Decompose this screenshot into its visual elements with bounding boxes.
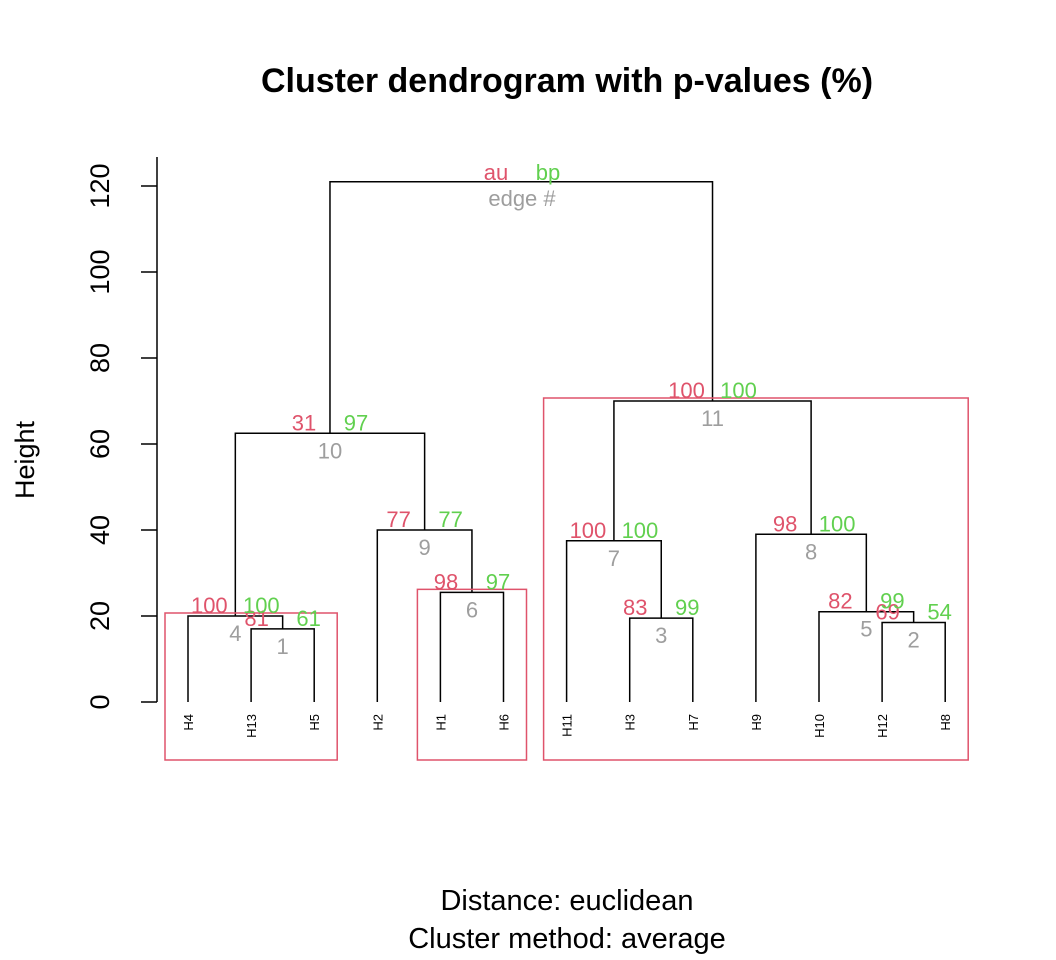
au-value-11: 100 — [668, 378, 705, 403]
leaf-label-H7: H7 — [686, 714, 701, 731]
subtitle-distance: Distance: euclidean — [440, 885, 693, 917]
au-value-5: 82 — [828, 589, 852, 614]
y-tick-label: 100 — [85, 249, 115, 294]
dendrogram-branch-12 — [329, 180, 714, 434]
edge-number-5: 5 — [860, 617, 872, 642]
y-axis: 0 20 40 60 80 100 120 — [85, 157, 158, 710]
y-tick-label: 80 — [85, 343, 115, 373]
chart-title: Cluster dendrogram with p-values (%) — [261, 62, 873, 100]
y-tick-label: 120 — [85, 163, 115, 208]
y-axis-label: Height — [10, 420, 40, 499]
cluster-rect — [542, 397, 969, 761]
edge-number-9: 9 — [419, 535, 431, 560]
edge-number-10: 10 — [318, 438, 342, 463]
edge-number-4: 4 — [229, 621, 241, 646]
leaf-label-H6: H6 — [497, 714, 512, 731]
leaf-label-H5: H5 — [307, 714, 322, 731]
edge-number-6: 6 — [466, 597, 478, 622]
edge-number-11: 11 — [701, 406, 724, 431]
bp-value-7: 100 — [622, 518, 659, 543]
leaf-label-H2: H2 — [370, 714, 385, 731]
leaf-label-H4: H4 — [181, 714, 196, 731]
au-value-8: 98 — [773, 511, 797, 536]
leaf-label-H8: H8 — [938, 714, 953, 731]
highlighted-clusters — [164, 397, 969, 761]
au-value-6: 98 — [434, 569, 458, 594]
bp-value-10: 97 — [344, 410, 368, 435]
legend-au: au — [484, 160, 508, 185]
au-value-4: 100 — [191, 593, 228, 618]
y-tick-label: 40 — [85, 515, 115, 545]
au-value-7: 100 — [570, 518, 607, 543]
leaf-label-H1: H1 — [433, 714, 448, 731]
legend-edge: edge # — [488, 186, 556, 211]
au-value-3: 83 — [623, 595, 647, 620]
edge-number-7: 7 — [608, 546, 620, 571]
au-value-10: 31 — [292, 410, 316, 435]
legend-bp: bp — [536, 160, 560, 185]
bp-value-3: 99 — [675, 595, 699, 620]
bp-value-1: 61 — [296, 606, 320, 631]
au-value-2: 69 — [875, 599, 899, 624]
bp-value-11: 100 — [720, 378, 757, 403]
subtitle-method: Cluster method: average — [408, 923, 726, 955]
y-tick-label: 20 — [85, 601, 115, 631]
bp-value-2: 54 — [927, 599, 951, 624]
edge-number-3: 3 — [655, 623, 667, 648]
bp-value-9: 77 — [438, 507, 462, 532]
leaf-label-H11: H11 — [560, 714, 575, 737]
au-value-1: 81 — [244, 606, 268, 631]
edge-number-2: 2 — [908, 627, 920, 652]
y-tick-label: 0 — [85, 694, 115, 709]
leaf-label-H12: H12 — [875, 714, 890, 738]
leaf-label-H9: H9 — [749, 714, 764, 731]
leaf-label-H13: H13 — [244, 714, 259, 738]
cluster-rect — [416, 588, 528, 761]
y-tick-label: 60 — [85, 429, 115, 459]
bp-value-8: 100 — [819, 511, 856, 536]
leaf-label-H10: H10 — [812, 714, 827, 738]
dendrogram-tree — [187, 180, 946, 702]
leaf-labels: H4 H13 H5 H2 H1 H6 H11 H3 H7 H9 H10 H12 H8 — [181, 714, 953, 738]
bp-value-5: 99 — [880, 589, 904, 614]
au-value-9: 77 — [386, 507, 410, 532]
legend: au bp edge # — [484, 160, 560, 211]
bp-value-4: 100 — [243, 593, 280, 618]
cluster-rect — [164, 612, 338, 761]
leaf-label-H3: H3 — [623, 714, 638, 731]
edge-number-8: 8 — [805, 539, 817, 564]
bp-value-6: 97 — [486, 569, 510, 594]
edge-number-1: 1 — [277, 634, 289, 659]
